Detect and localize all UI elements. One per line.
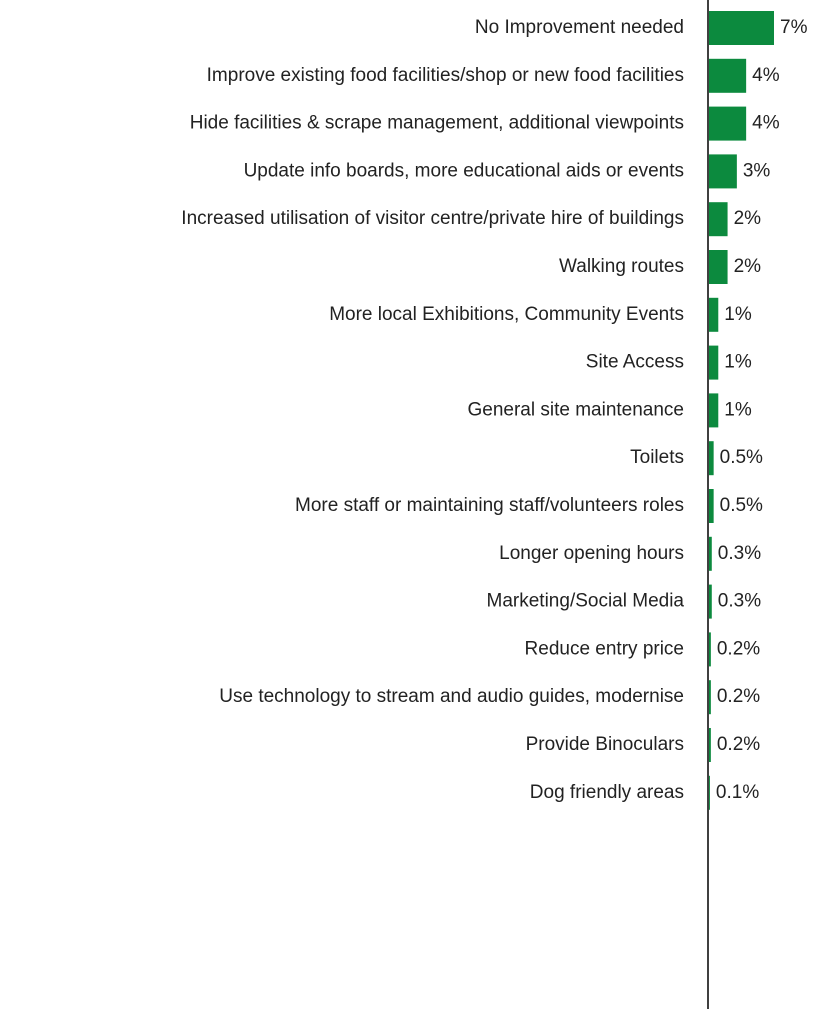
bar bbox=[709, 250, 728, 284]
bar bbox=[709, 11, 774, 45]
category-label: Toilets bbox=[630, 447, 684, 468]
value-label: 0.2% bbox=[717, 686, 760, 707]
bar bbox=[709, 297, 719, 332]
category-label: Use technology to stream and audio guide… bbox=[219, 686, 684, 707]
value-label: 0.5% bbox=[720, 447, 763, 468]
bar bbox=[709, 345, 719, 380]
value-label: 4% bbox=[752, 113, 780, 134]
value-label: 0.3% bbox=[718, 591, 761, 612]
value-label: 0.3% bbox=[718, 543, 761, 564]
value-label: 1% bbox=[724, 352, 752, 373]
bar bbox=[709, 775, 710, 810]
category-label: Improve existing food facilities/shop or… bbox=[207, 65, 684, 86]
value-label: 0.2% bbox=[717, 638, 760, 659]
value-label: 1% bbox=[724, 399, 752, 420]
category-label: Increased utilisation of visitor centre/… bbox=[181, 208, 684, 229]
category-label: More local Exhibitions, Community Events bbox=[329, 304, 684, 325]
bar bbox=[709, 489, 714, 523]
bar bbox=[709, 632, 711, 667]
category-label: Walking routes bbox=[559, 256, 684, 277]
category-label: Reduce entry price bbox=[525, 638, 684, 659]
bar bbox=[709, 536, 712, 571]
category-label: More staff or maintaining staff/voluntee… bbox=[295, 495, 684, 516]
category-label: Longer opening hours bbox=[499, 543, 684, 564]
bar bbox=[709, 154, 737, 189]
bar bbox=[709, 680, 711, 715]
bar bbox=[709, 58, 747, 93]
value-label: 4% bbox=[752, 65, 780, 86]
bar bbox=[709, 584, 712, 619]
bar bbox=[709, 106, 747, 141]
bar bbox=[709, 393, 719, 428]
value-label: 0.2% bbox=[717, 734, 760, 755]
value-label: 1% bbox=[724, 304, 752, 325]
category-label: Site Access bbox=[586, 352, 684, 373]
bar bbox=[709, 441, 714, 476]
bar bbox=[709, 202, 728, 237]
category-label: Provide Binoculars bbox=[526, 734, 684, 755]
category-label: General site maintenance bbox=[467, 399, 684, 420]
category-label: Dog friendly areas bbox=[530, 782, 684, 803]
value-label: 2% bbox=[734, 208, 762, 229]
category-label: Marketing/Social Media bbox=[487, 591, 685, 612]
category-label: Hide facilities & scrape management, add… bbox=[190, 113, 684, 134]
category-label: Update info boards, more educational aid… bbox=[244, 160, 684, 181]
value-label: 0.5% bbox=[720, 495, 763, 516]
category-label: No Improvement needed bbox=[475, 17, 684, 38]
value-label: 7% bbox=[780, 17, 808, 38]
value-label: 3% bbox=[743, 160, 771, 181]
bar bbox=[709, 728, 711, 762]
value-label: 0.1% bbox=[716, 782, 759, 803]
value-label: 2% bbox=[734, 256, 762, 277]
